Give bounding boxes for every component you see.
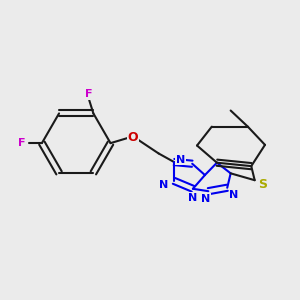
- Text: S: S: [258, 178, 267, 191]
- Text: N: N: [159, 180, 168, 190]
- Text: N: N: [230, 190, 239, 200]
- Text: N: N: [188, 193, 197, 203]
- Text: F: F: [85, 89, 93, 99]
- Text: N: N: [201, 194, 211, 204]
- Text: N: N: [176, 154, 185, 165]
- Text: O: O: [128, 131, 138, 145]
- Text: F: F: [17, 138, 25, 148]
